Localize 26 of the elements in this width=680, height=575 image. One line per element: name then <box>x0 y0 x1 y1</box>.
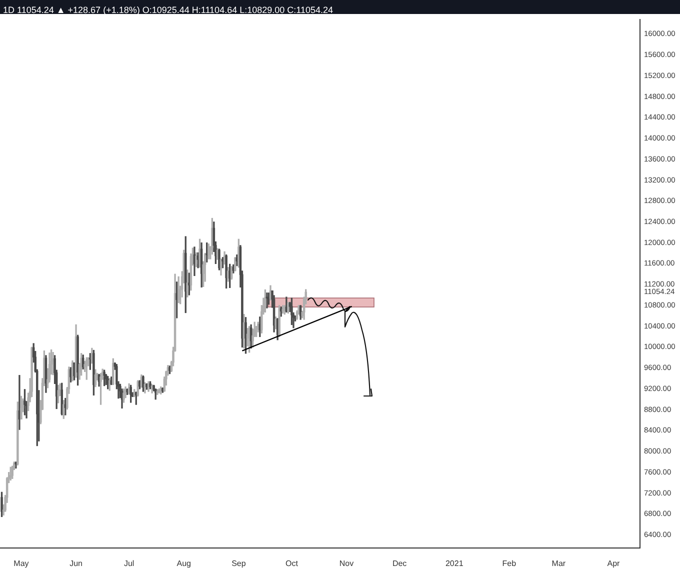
x-tick-label: Apr <box>607 559 620 568</box>
candlestick <box>24 389 26 416</box>
x-tick-label: Oct <box>285 559 299 568</box>
candlestick <box>149 381 152 390</box>
candlestick <box>92 350 95 396</box>
candlestick <box>76 334 79 386</box>
candlestick <box>0 492 3 518</box>
candlestick <box>122 388 125 403</box>
x-tick-label: Jun <box>70 559 82 568</box>
x-tick-label: Aug <box>176 559 191 568</box>
candlestick <box>100 372 102 405</box>
x-tick-label: May <box>14 559 29 568</box>
candlestick <box>168 366 171 374</box>
x-tick-label: Feb <box>502 559 517 568</box>
candlestick <box>103 370 106 386</box>
x-tick-label: Nov <box>339 559 354 568</box>
candlestick <box>126 388 128 395</box>
chart-title: 1D 11054.24 ▲ +128.67 (+1.18%) O:10925.44 H:11104.64 L:10829.00 C:11054.24 <box>3 4 333 17</box>
x-tick-label: Sep <box>232 559 246 568</box>
x-tick-label: 2021 <box>445 559 464 568</box>
candlestick <box>290 298 293 326</box>
x-tick-label: Dec <box>392 559 407 568</box>
candlestick <box>142 376 144 392</box>
candlestick <box>225 254 228 289</box>
x-tick-label: Jul <box>124 559 134 568</box>
x-tick-label: Mar <box>552 559 566 568</box>
